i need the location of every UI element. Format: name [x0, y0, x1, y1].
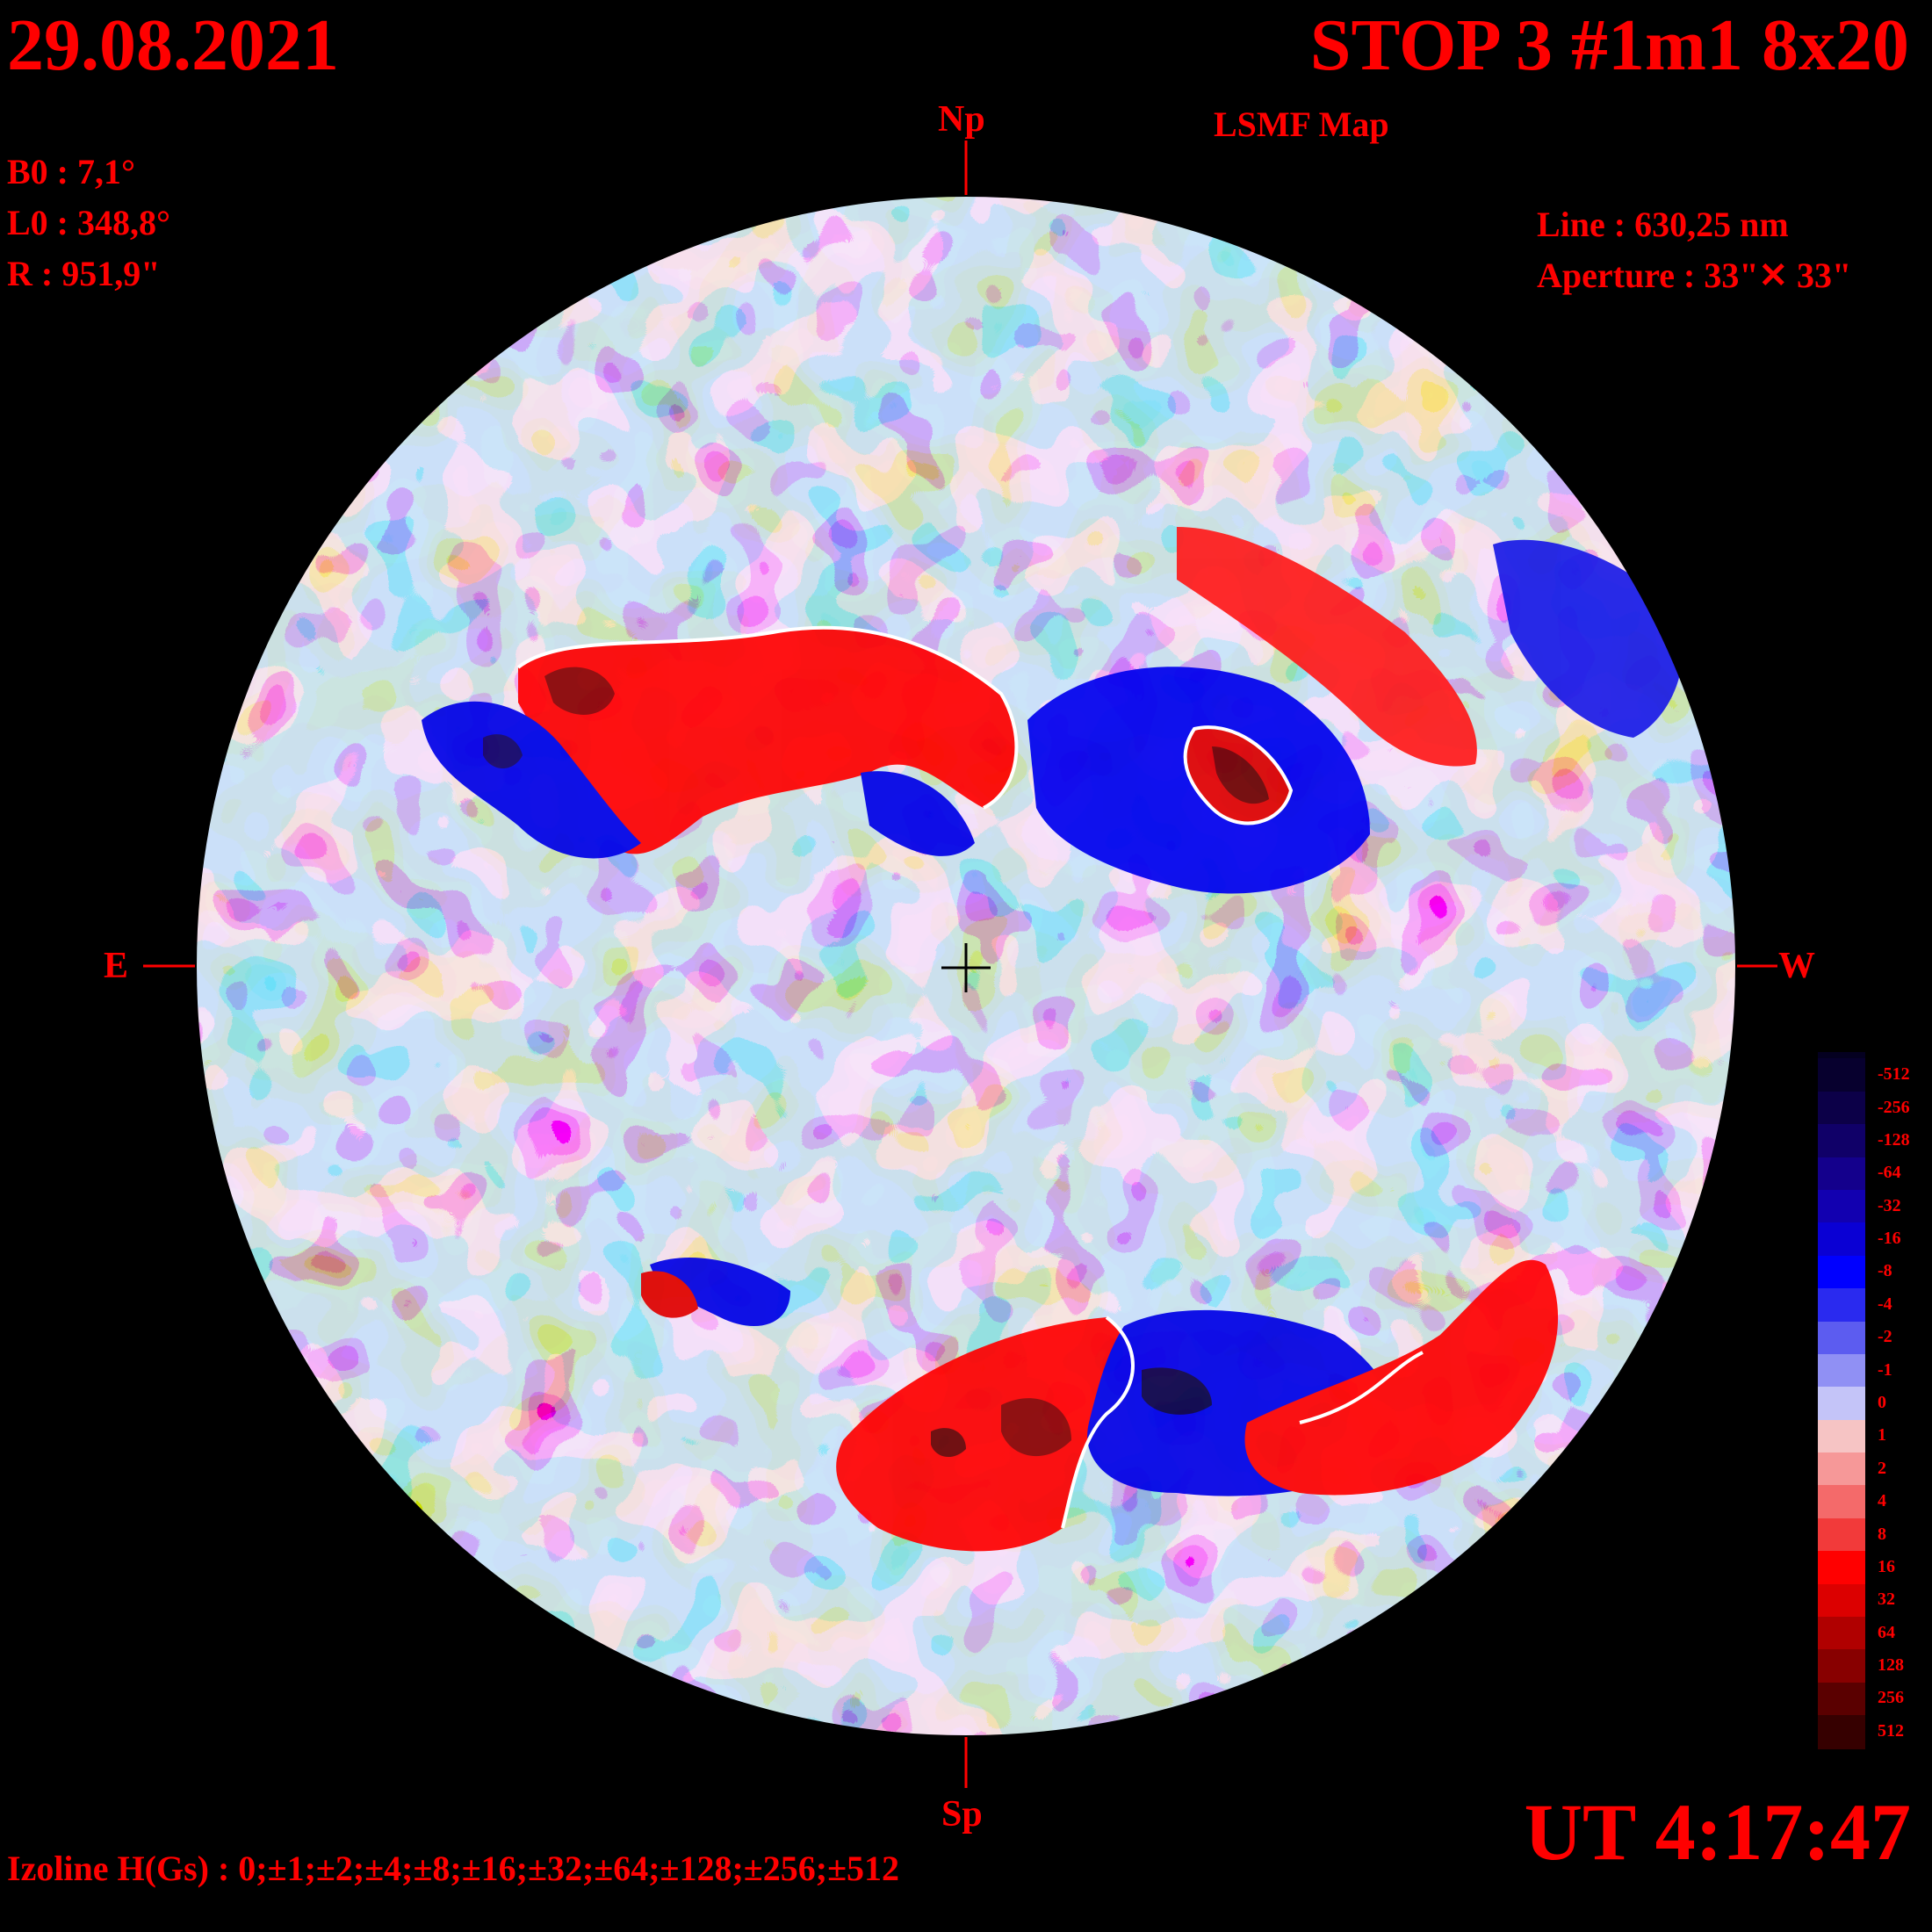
legend-swatch	[1818, 1222, 1865, 1257]
legend-label: 16	[1878, 1556, 1895, 1576]
map-subtitle: LSMF Map	[1214, 105, 1389, 144]
legend-swatch	[1818, 1453, 1865, 1487]
compass-east-label: E	[104, 946, 129, 986]
map-title: STOP 3 #1m1 8x20	[1309, 4, 1909, 86]
param-aperture: Aperture : 33"✕ 33"	[1537, 256, 1852, 295]
legend-label: 0	[1878, 1393, 1886, 1412]
legend-swatch	[1818, 1190, 1865, 1224]
legend-label: -512	[1878, 1064, 1910, 1085]
param-b0: B0 : 7,1°	[7, 152, 135, 191]
compass-west-label: W	[1778, 946, 1815, 986]
param-line: Line : 630,25 nm	[1537, 205, 1789, 244]
legend-label: 256	[1878, 1688, 1904, 1708]
legend-swatch	[1818, 1551, 1865, 1585]
legend-swatch	[1818, 1583, 1865, 1618]
legend-swatch	[1818, 1419, 1865, 1454]
legend-swatch	[1818, 1124, 1865, 1158]
legend-swatch	[1818, 1353, 1865, 1388]
legend-swatch	[1818, 1157, 1865, 1191]
zero-isolines	[516, 625, 1424, 1529]
izoline-levels: Izoline H(Gs) : 0;±1;±2;±4;±8;±16;±32;±6…	[7, 1849, 900, 1888]
legend-swatch	[1818, 1091, 1865, 1126]
compass-south-label: Sp	[941, 1794, 983, 1835]
legend-swatch	[1818, 1649, 1865, 1683]
legend-swatch	[1818, 1321, 1865, 1355]
legend-swatch	[1818, 1682, 1865, 1717]
legend-label: 128	[1878, 1655, 1904, 1676]
legend-swatch	[1818, 1616, 1865, 1651]
legend-label: 512	[1878, 1720, 1904, 1741]
legend-label: -1	[1878, 1359, 1892, 1380]
legend-swatch	[1818, 1288, 1865, 1323]
compass-ticks	[143, 141, 1777, 1788]
legend-label: 1	[1878, 1425, 1886, 1445]
legend-label: 32	[1878, 1590, 1895, 1610]
legend-label: -32	[1878, 1195, 1901, 1215]
legend-swatch	[1818, 1255, 1865, 1290]
legend-label: 4	[1878, 1491, 1886, 1511]
color-scale-legend	[1818, 1052, 1865, 1755]
ut-time: UT 4:17:47	[1524, 1787, 1911, 1877]
legend-swatch	[1818, 1387, 1865, 1421]
center-crosshair	[941, 943, 991, 992]
active-region-south	[641, 1257, 1559, 1552]
param-r: R : 951,9"	[7, 254, 161, 293]
legend-swatch	[1818, 1517, 1865, 1553]
legend-label: -256	[1878, 1097, 1910, 1117]
legend-cap-top	[1818, 1052, 1865, 1059]
param-l0: L0 : 348,8°	[7, 203, 170, 242]
active-region-north	[422, 527, 1683, 894]
observation-date: 29.08.2021	[7, 4, 339, 86]
legend-swatch	[1818, 1058, 1865, 1092]
legend-label: 64	[1878, 1622, 1895, 1642]
compass-north-label: Np	[938, 99, 985, 140]
legend-label: -64	[1878, 1163, 1901, 1183]
legend-label: -16	[1878, 1229, 1901, 1249]
legend-label: -128	[1878, 1129, 1910, 1150]
legend-swatch	[1818, 1485, 1865, 1519]
legend-label: -4	[1878, 1294, 1892, 1314]
legend-label: 8	[1878, 1524, 1886, 1544]
legend-label: -2	[1878, 1327, 1892, 1347]
legend-swatch	[1818, 1715, 1865, 1749]
legend-label: -8	[1878, 1261, 1892, 1281]
legend-label: 2	[1878, 1458, 1886, 1478]
